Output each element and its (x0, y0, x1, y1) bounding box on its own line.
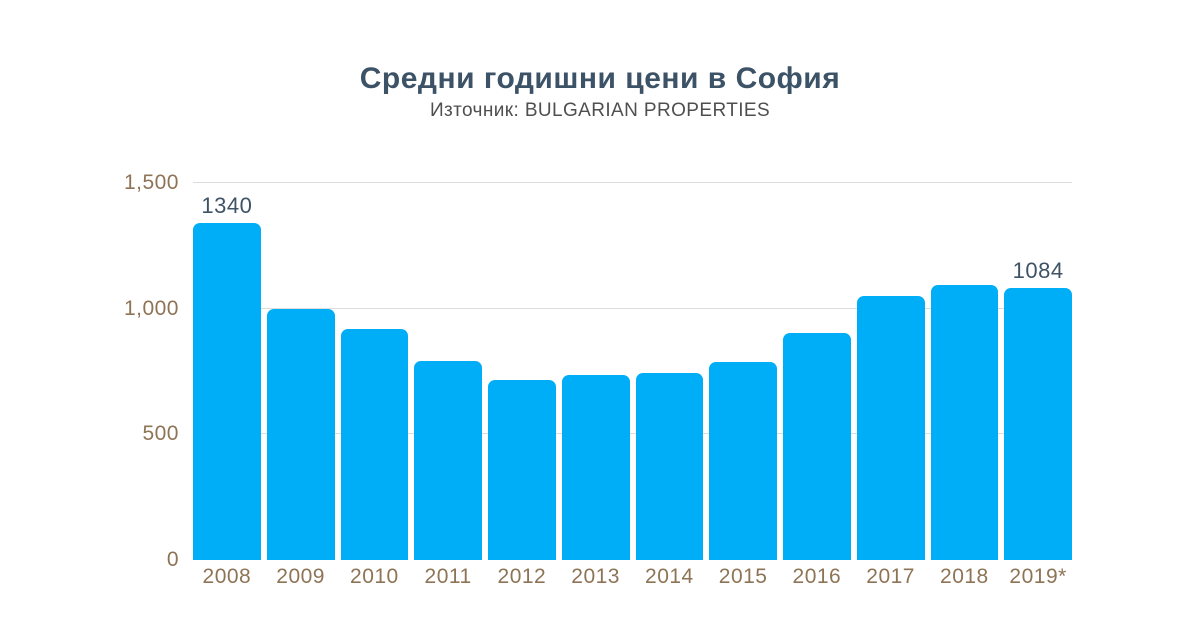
x-axis-label: 2009 (276, 565, 325, 588)
x-axis-label: 2017 (866, 565, 915, 588)
x-axis: 2008 2009 2010 2011 2012 2013 2014 2015 2016 2017… (193, 565, 1072, 589)
y-axis: 0 500 1,000 1,500 (99, 171, 179, 571)
chart-title: Средни годишни цени в София (359, 62, 841, 95)
chart-header: Средни годишни цени в София Източник: BU… (0, 0, 1200, 124)
bar (340, 328, 409, 560)
bar-column (488, 183, 556, 560)
bar (561, 374, 630, 560)
x-axis-label: 2015 (718, 565, 768, 588)
y-axis-tick-label: 1,500 (123, 171, 179, 194)
gridline (193, 307, 1072, 309)
x-axis-label: 2014 (645, 565, 694, 588)
chart-subtitle: Източник: BULGARIAN PROPERTIES (429, 100, 771, 121)
plot-area: 0 500 1,000 1,500 1340 1084 (124, 171, 1072, 571)
x-axis-label: 2019* (1009, 565, 1067, 588)
bar (414, 361, 482, 560)
bar-column (340, 183, 409, 560)
bar (635, 373, 704, 560)
bar-column (635, 183, 704, 560)
bar (783, 333, 851, 560)
x-axis-label: 2013 (571, 565, 620, 588)
bar (930, 285, 999, 560)
x-axis-label: 2016 (792, 565, 842, 588)
bar-value-label: 1340 (201, 193, 253, 219)
bar-column: 1084 (1004, 183, 1072, 560)
x-axis-label: 2010 (350, 565, 399, 588)
bar-column (856, 183, 925, 560)
bar-column: 1340 (193, 183, 261, 560)
bar-column (561, 183, 630, 560)
bar-column (709, 183, 777, 560)
bar (856, 296, 925, 560)
bar-chart: 0 500 1,000 1,500 1340 1084 2008 2009 2010 2011… (124, 171, 1072, 588)
bar (488, 379, 556, 560)
bar-column (414, 183, 482, 560)
x-axis-label: 2012 (497, 565, 547, 588)
bar (1004, 287, 1072, 560)
y-axis-tick-label: 500 (142, 422, 179, 446)
bars-container: 1340 1084 (193, 183, 1072, 560)
gridline (193, 433, 1072, 435)
bar (266, 308, 335, 560)
gridline (193, 182, 1072, 183)
y-axis-tick-label: 0 (166, 548, 179, 571)
bar-value-label: 1084 (1012, 257, 1064, 283)
bar (193, 223, 261, 560)
x-axis-label: 2018 (940, 565, 989, 588)
bar-column (930, 183, 999, 560)
y-axis-tick-label: 1,000 (123, 296, 179, 320)
bar (709, 361, 777, 560)
bar-column (266, 183, 335, 560)
x-axis-label: 2011 (424, 565, 472, 588)
x-axis-label: 2008 (202, 565, 252, 588)
bar-column (783, 183, 851, 560)
